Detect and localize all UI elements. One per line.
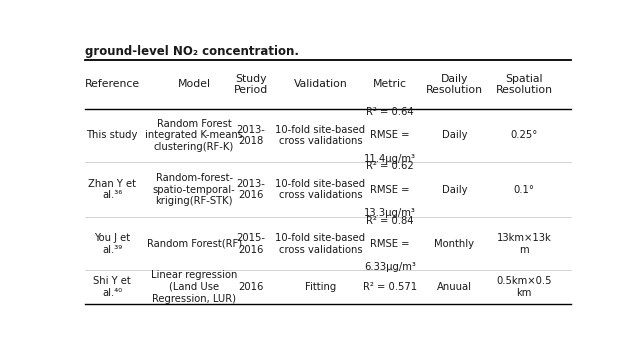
Text: Daily: Daily bbox=[442, 185, 467, 195]
Text: This study: This study bbox=[86, 130, 138, 140]
Text: R² = 0.62

RMSE =

13.3μg/m³: R² = 0.62 RMSE = 13.3μg/m³ bbox=[364, 161, 416, 218]
Text: Validation: Validation bbox=[294, 79, 348, 89]
Text: ground-level NO₂ concentration.: ground-level NO₂ concentration. bbox=[85, 45, 299, 58]
Text: Random Forest
integrated K-means
clustering(RF-K): Random Forest integrated K-means cluster… bbox=[145, 119, 243, 152]
Text: 0.1°: 0.1° bbox=[513, 185, 534, 195]
Text: R² = 0.84

RMSE =

6.33μg/m³: R² = 0.84 RMSE = 6.33μg/m³ bbox=[364, 216, 416, 272]
Text: 13km×13k
m: 13km×13k m bbox=[497, 233, 551, 255]
Text: 2013-
2016: 2013- 2016 bbox=[237, 179, 266, 201]
Text: Reference: Reference bbox=[84, 79, 140, 89]
Text: Random Forest(RF): Random Forest(RF) bbox=[147, 239, 242, 249]
Text: 10-fold site-based
cross validations: 10-fold site-based cross validations bbox=[275, 233, 365, 255]
Text: Linear regression
(Land Use
Regression, LUR): Linear regression (Land Use Regression, … bbox=[151, 270, 237, 303]
Text: Study
Period: Study Period bbox=[234, 74, 268, 95]
Text: Daily: Daily bbox=[442, 130, 467, 140]
Text: You J et
al.³⁹: You J et al.³⁹ bbox=[94, 233, 131, 255]
Text: Model: Model bbox=[177, 79, 211, 89]
Text: 2016: 2016 bbox=[239, 282, 264, 292]
Text: Anuual: Anuual bbox=[437, 282, 472, 292]
Text: Monthly: Monthly bbox=[435, 239, 474, 249]
Text: Metric: Metric bbox=[373, 79, 407, 89]
Text: 10-fold site-based
cross validations: 10-fold site-based cross validations bbox=[275, 125, 365, 146]
Text: Spatial
Resolution: Spatial Resolution bbox=[495, 74, 552, 95]
Text: Zhan Y et
al.³⁶: Zhan Y et al.³⁶ bbox=[88, 179, 136, 201]
Text: 10-fold site-based
cross validations: 10-fold site-based cross validations bbox=[275, 179, 365, 201]
Text: 2013-
2018: 2013- 2018 bbox=[237, 125, 266, 146]
Text: 0.25°: 0.25° bbox=[510, 130, 538, 140]
Text: 0.5km×0.5
km: 0.5km×0.5 km bbox=[496, 276, 552, 298]
Text: Random-forest-
spatio-temporal-
kriging(RF-STK): Random-forest- spatio-temporal- kriging(… bbox=[153, 173, 236, 206]
Text: Fitting: Fitting bbox=[305, 282, 336, 292]
Text: Daily
Resolution: Daily Resolution bbox=[426, 74, 483, 95]
Text: R² = 0.64

RMSE =

11.4μg/m³: R² = 0.64 RMSE = 11.4μg/m³ bbox=[364, 107, 416, 163]
Text: 2015-
2016: 2015- 2016 bbox=[237, 233, 266, 255]
Text: R² = 0.571: R² = 0.571 bbox=[363, 282, 417, 292]
Text: Shi Y et
al.⁴⁰: Shi Y et al.⁴⁰ bbox=[93, 276, 131, 298]
